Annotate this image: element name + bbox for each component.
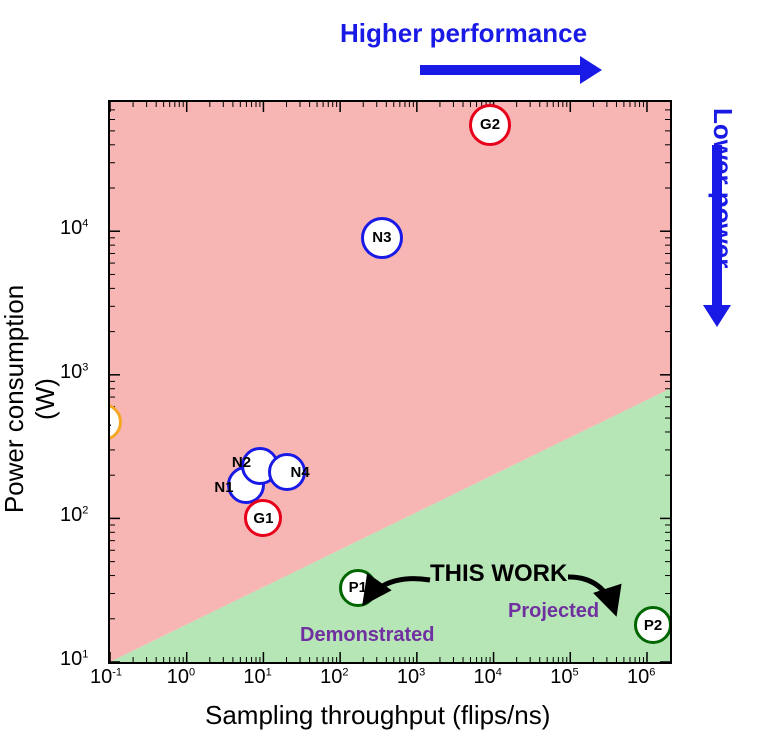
higher-performance-arrow — [420, 65, 580, 75]
higher-performance-label: Higher performance — [340, 18, 587, 49]
lower-power-arrow — [712, 145, 722, 305]
point-label-n4: N4 — [291, 464, 310, 481]
x-tick-label: 10-1 — [90, 666, 122, 689]
demonstrated-label: Demonstrated — [300, 624, 434, 647]
point-label-n1: N1 — [214, 479, 233, 496]
point-p1: P1 — [339, 569, 377, 607]
this-work-label: THIS WORK — [430, 560, 567, 588]
x-tick-label: 105 — [550, 666, 578, 689]
x-axis-title: Sampling throughput (flips/ns) — [205, 700, 550, 731]
y-tick-label: 104 — [60, 217, 88, 240]
point-g1: G1 — [244, 499, 282, 537]
y-tick-label: 103 — [60, 361, 88, 384]
figure-wrapper: { "type":"scatter-loglog", "canvas":{"wi… — [0, 0, 768, 751]
point-n3: N3 — [361, 217, 403, 259]
point-p2: P2 — [634, 606, 672, 644]
y-tick-label: 102 — [60, 504, 88, 527]
x-tick-label: 103 — [397, 666, 425, 689]
plot-area: F1 N1 N2 N4 N3 G1 G2 P1 P2 THIS WORK Demonstrate… — [108, 100, 672, 664]
point-label-n2: N2 — [232, 454, 251, 471]
y-axis-title: Power consumption (W) — [0, 269, 61, 529]
points-layer: F1 N1 N2 N4 N3 G1 G2 P1 P2 — [110, 102, 670, 662]
x-tick-label: 100 — [167, 666, 195, 689]
point-g2: G2 — [469, 104, 511, 146]
point-f1: F1 — [108, 403, 122, 441]
x-tick-label: 106 — [627, 666, 655, 689]
y-tick-label: 101 — [60, 648, 88, 671]
projected-label: Projected — [508, 600, 599, 623]
x-tick-label: 104 — [474, 666, 502, 689]
x-tick-label: 101 — [243, 666, 271, 689]
x-tick-label: 102 — [320, 666, 348, 689]
